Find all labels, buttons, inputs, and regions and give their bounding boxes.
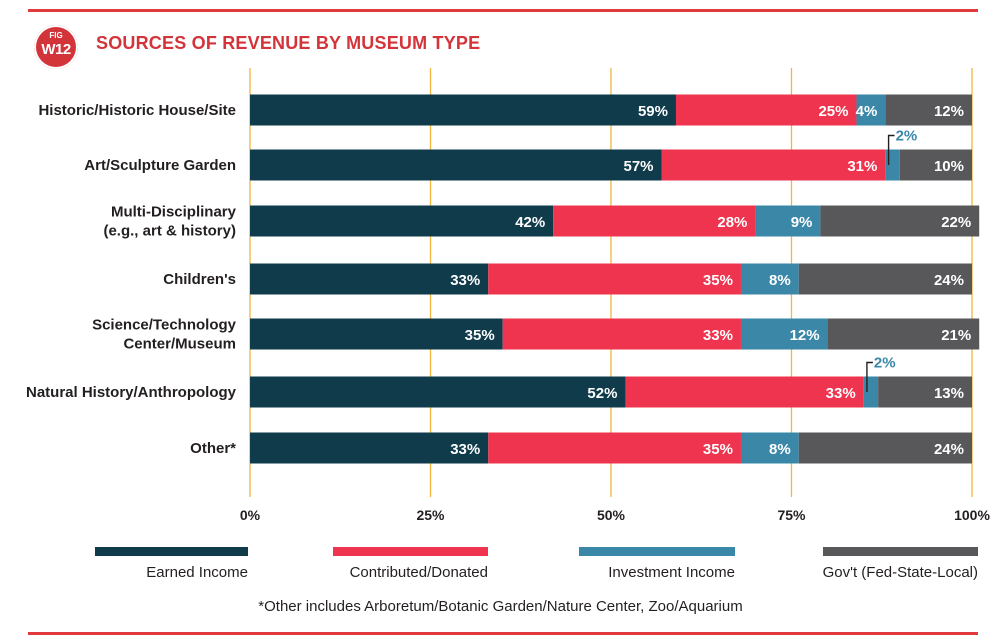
data-label: 33%	[826, 385, 856, 402]
bar-segment	[798, 263, 972, 295]
category-label: Other*	[190, 440, 236, 457]
data-label: 10%	[934, 158, 964, 175]
legend-label: Earned Income	[146, 564, 248, 581]
bar-segment	[863, 376, 879, 408]
bar-segment	[250, 263, 489, 295]
bar-segment	[740, 432, 799, 464]
data-label: 31%	[847, 158, 877, 175]
callout-line	[887, 134, 895, 165]
callout-line	[866, 361, 873, 392]
bottom-rule	[28, 632, 978, 635]
bar-segment	[740, 263, 799, 295]
bar-segment	[827, 318, 980, 350]
data-label: 24%	[934, 441, 964, 458]
x-tick-label: 75%	[777, 507, 806, 523]
data-label: 42%	[515, 214, 545, 231]
bar-segment	[885, 94, 972, 126]
data-label: 21%	[941, 327, 971, 344]
data-label: 35%	[465, 327, 495, 344]
data-label: 9%	[791, 214, 813, 231]
legend-swatch	[333, 547, 488, 556]
category-label: Science/Technology	[92, 317, 237, 334]
data-label: 4%	[856, 103, 878, 120]
data-label: 2%	[874, 355, 896, 372]
data-label: 52%	[587, 385, 617, 402]
data-label: 33%	[450, 441, 480, 458]
bar-segment	[755, 205, 821, 237]
bar-segment	[488, 263, 741, 295]
data-label: 33%	[703, 327, 733, 344]
data-label: 8%	[769, 441, 791, 458]
top-rule	[28, 9, 978, 12]
data-label: 22%	[941, 214, 971, 231]
bar-segment	[553, 205, 756, 237]
bar-segment	[250, 94, 676, 126]
data-label: 12%	[790, 327, 820, 344]
legend-label: Contributed/Donated	[350, 564, 488, 581]
bar-segment	[798, 432, 972, 464]
legend-label: Investment Income	[608, 564, 735, 581]
bar-segment	[625, 376, 864, 408]
data-label: 35%	[703, 272, 733, 289]
x-tick-label: 0%	[240, 507, 261, 523]
chart-title: SOURCES OF REVENUE BY MUSEUM TYPE	[96, 33, 481, 53]
bar-segment	[878, 376, 972, 408]
data-label: 59%	[638, 103, 668, 120]
data-label: 35%	[703, 441, 733, 458]
bar-segment	[740, 318, 828, 350]
category-label: Historic/Historic House/Site	[38, 102, 236, 119]
data-label: 12%	[934, 103, 964, 120]
legend-swatch	[95, 547, 248, 556]
bar-segment	[488, 432, 741, 464]
bar-segment	[502, 318, 741, 350]
bar-segment	[661, 149, 886, 181]
bar-segment	[675, 94, 857, 126]
x-tick-label: 100%	[954, 507, 990, 523]
data-label: 24%	[934, 272, 964, 289]
figure-badge-number: W12	[41, 41, 71, 58]
category-label: Natural History/Anthropology	[26, 384, 237, 401]
category-label: Art/Sculpture Garden	[84, 157, 236, 174]
legend-swatch	[579, 547, 735, 556]
x-tick-label: 50%	[597, 507, 626, 523]
bar-segment	[899, 149, 972, 181]
bar-segment	[250, 318, 503, 350]
figure-badge: FIG W12	[34, 25, 78, 69]
data-label: 28%	[717, 214, 747, 231]
footnote: *Other includes Arboretum/Botanic Garden…	[258, 598, 743, 615]
data-label: 33%	[450, 272, 480, 289]
data-label: 13%	[934, 385, 964, 402]
x-tick-label: 25%	[416, 507, 445, 523]
category-label: (e.g., art & history)	[103, 223, 236, 240]
data-label: 25%	[818, 103, 848, 120]
legend-swatch	[823, 547, 978, 556]
bar-segment	[885, 149, 900, 181]
bar-segment	[856, 94, 886, 126]
bar-segment	[250, 376, 626, 408]
category-label: Children's	[163, 271, 236, 288]
bar-segment	[250, 149, 662, 181]
data-label: 57%	[624, 158, 654, 175]
bar-segment	[250, 205, 554, 237]
category-label: Center/Museum	[123, 336, 236, 353]
data-label: 8%	[769, 272, 791, 289]
bar-segment	[250, 432, 489, 464]
bar-segment	[820, 205, 980, 237]
legend-label: Gov't (Fed-State-Local)	[823, 564, 978, 581]
data-label: 2%	[896, 128, 918, 145]
figure-badge-prefix: FIG	[49, 31, 63, 40]
category-label: Multi-Disciplinary	[111, 204, 237, 221]
